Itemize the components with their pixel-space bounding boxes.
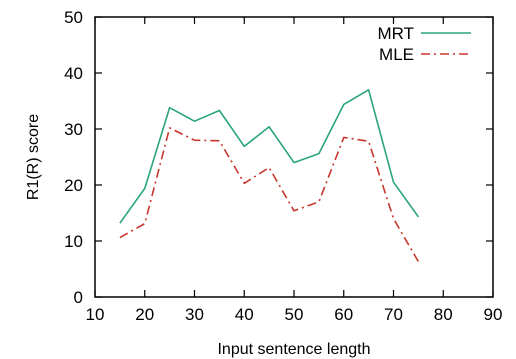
y-tick-label: 40 <box>64 64 83 83</box>
x-axis-title: Input sentence length <box>217 341 370 358</box>
series-line-mle <box>119 127 420 263</box>
x-tick-label: 60 <box>334 305 353 324</box>
x-tick-label: 10 <box>86 305 105 324</box>
y-tick-label: 10 <box>64 232 83 251</box>
x-tick-label: 40 <box>235 305 254 324</box>
x-tick-label: 70 <box>384 305 403 324</box>
x-tick-label: 90 <box>484 305 503 324</box>
legend-label-mle: MLE <box>379 45 414 64</box>
y-tick-label: 30 <box>64 120 83 139</box>
legend: MRT MLE <box>377 24 471 64</box>
y-tick-label: 50 <box>64 8 83 27</box>
y-tick-label: 20 <box>64 176 83 195</box>
x-tick-label: 30 <box>185 305 204 324</box>
series-line-mrt <box>119 89 420 224</box>
y-axis-title: R1(R) score <box>25 114 42 200</box>
x-tick-label: 50 <box>285 305 304 324</box>
legend-label-mrt: MRT <box>377 24 414 43</box>
y-tick-label: 0 <box>74 288 83 307</box>
x-tick-label: 80 <box>434 305 453 324</box>
x-tick-label: 20 <box>135 305 154 324</box>
